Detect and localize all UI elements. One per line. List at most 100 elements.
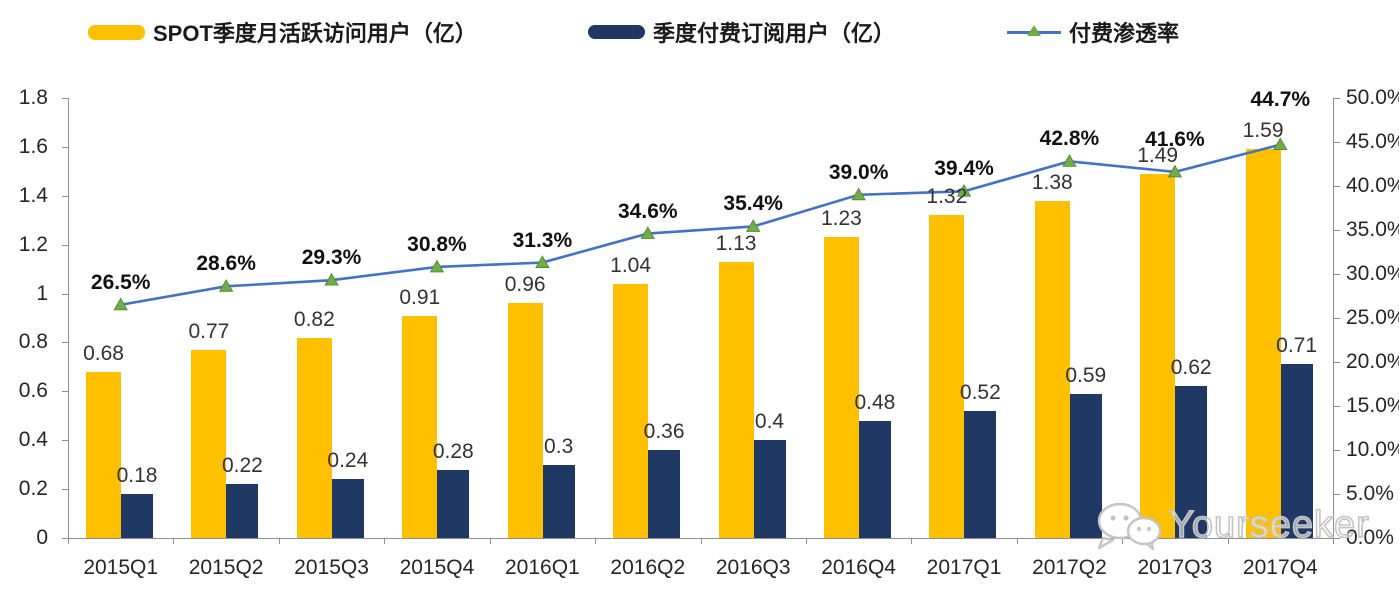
legend-label-mau: SPOT季度月活跃访问用户（亿） xyxy=(153,21,477,46)
triangle-marker-icon xyxy=(218,279,234,292)
x-axis-category-label: 2017Q3 xyxy=(1137,556,1213,579)
right-axis-tick xyxy=(1334,318,1340,319)
mau-bar xyxy=(296,337,332,538)
subscribers-value-label: 0.62 xyxy=(1170,356,1212,380)
subscribers-value-label: 0.52 xyxy=(959,380,1001,404)
triangle-marker-icon xyxy=(1027,25,1041,36)
right-axis-line xyxy=(1333,98,1334,538)
right-axis-tick xyxy=(1334,450,1340,451)
mau-value-label: 1.13 xyxy=(715,231,757,255)
subscribers-bar xyxy=(121,494,153,538)
subscribers-bar xyxy=(964,410,997,538)
x-axis-tick xyxy=(700,538,702,544)
right-axis-tick-label: 5.0% xyxy=(1346,482,1394,505)
x-axis-tick xyxy=(1016,538,1018,544)
left-axis-tick-label: 0.8 xyxy=(18,330,48,354)
subscribers-bar xyxy=(753,440,786,538)
x-axis-category-label: 2016Q3 xyxy=(715,556,791,579)
mau-bar xyxy=(613,283,649,538)
legend-item-mau: SPOT季度月活跃访问用户（亿） xyxy=(88,18,477,46)
left-axis-tick xyxy=(62,244,68,246)
penetration-rate-label: 41.6% xyxy=(1145,127,1205,151)
mau-value-label: 1.59 xyxy=(1242,119,1284,143)
right-axis-tick-label: 20.0% xyxy=(1346,350,1399,373)
line-path xyxy=(120,143,1281,307)
mau-bar xyxy=(718,261,754,538)
penetration-rate-label: 34.6% xyxy=(618,199,678,223)
x-axis-tick xyxy=(1122,538,1124,544)
x-axis-category-label: 2016Q1 xyxy=(505,556,580,579)
right-axis-tick-label: 35.0% xyxy=(1346,218,1399,241)
x-axis-category-label: 2016Q2 xyxy=(610,556,686,579)
x-axis-tick xyxy=(489,538,491,544)
left-axis-tick xyxy=(62,195,68,197)
right-axis-tick-label: 40.0% xyxy=(1346,174,1399,197)
mau-value-label: 1.32 xyxy=(926,185,968,209)
x-axis-category-label: 2017Q2 xyxy=(1032,556,1107,579)
left-axis-tick-label: 0.6 xyxy=(18,379,48,403)
x-axis-category-label: 2015Q3 xyxy=(294,556,369,579)
subscribers-bar xyxy=(331,479,364,538)
x-axis-tick xyxy=(384,538,386,544)
right-axis-tick-label: 10.0% xyxy=(1346,438,1399,461)
penetration-rate-label: 29.3% xyxy=(301,246,362,270)
mau-bar xyxy=(191,349,227,538)
penetration-rate-label: 42.8% xyxy=(1039,127,1100,151)
triangle-marker-icon xyxy=(324,272,339,286)
mau-value-label: 0.96 xyxy=(504,273,546,297)
right-axis-tick xyxy=(1334,230,1340,231)
triangle-marker-icon xyxy=(1062,154,1077,167)
right-axis-tick-label: 25.0% xyxy=(1346,306,1399,329)
right-axis-tick xyxy=(1334,494,1340,495)
x-axis-tick xyxy=(1227,538,1229,544)
penetration-rate-label: 39.0% xyxy=(828,160,889,184)
left-axis-tick xyxy=(62,342,68,344)
x-axis-category-label: 2015Q2 xyxy=(188,556,264,579)
x-axis-category-label: 2017Q4 xyxy=(1242,556,1318,579)
watermark-text: Yourseeker xyxy=(1168,503,1370,547)
triangle-marker-icon xyxy=(113,297,128,311)
mau-bar-swatch-icon xyxy=(88,24,145,40)
subscribers-bar xyxy=(1175,386,1208,538)
subscribers-value-label: 0.71 xyxy=(1276,334,1318,358)
watermark: Yourseeker xyxy=(1093,498,1370,552)
mau-bar xyxy=(402,315,438,538)
triangle-marker-icon xyxy=(746,219,761,232)
penetration-rate-label: 30.8% xyxy=(407,232,467,256)
left-axis-tick-label: 0.4 xyxy=(18,428,48,452)
subscribers-value-label: 0.3 xyxy=(544,434,574,458)
right-axis-tick-label: 30.0% xyxy=(1346,262,1399,285)
penetration-rate-label: 28.6% xyxy=(196,252,256,276)
subscribers-value-label: 0.28 xyxy=(432,439,474,463)
right-axis-tick-label: 0.0% xyxy=(1346,526,1394,549)
subscribers-bar xyxy=(542,464,575,538)
right-axis-tick-label: 15.0% xyxy=(1346,394,1399,417)
legend-item-penetration: 付费渗透率 xyxy=(1007,18,1179,46)
x-axis-tick xyxy=(911,538,913,544)
subscribers-bar xyxy=(1069,393,1102,538)
left-axis-line xyxy=(68,98,69,538)
left-axis-tick-label: 0.2 xyxy=(18,477,48,501)
penetration-line-swatch-icon xyxy=(1007,22,1061,42)
left-axis-tick-label: 1.6 xyxy=(18,134,48,158)
legend-label-subscribers: 季度付费订阅用户（亿） xyxy=(653,21,896,46)
x-axis-tick xyxy=(278,538,280,544)
legend-label-penetration: 付费渗透率 xyxy=(1069,21,1180,46)
x-axis-tick xyxy=(805,538,807,544)
left-axis-tick xyxy=(62,98,68,99)
subscribers-value-label: 0.36 xyxy=(643,420,685,443)
x-axis-category-label: 2016Q4 xyxy=(821,556,896,579)
x-axis-tick xyxy=(68,538,69,544)
triangle-marker-icon xyxy=(535,255,550,268)
subscribers-bar xyxy=(858,420,891,538)
right-axis-tick-label: 45.0% xyxy=(1346,130,1399,153)
legend-item-subscribers: 季度付费订阅用户（亿） xyxy=(588,18,895,46)
right-axis-tick xyxy=(1334,186,1340,187)
wechat-icon xyxy=(1097,502,1162,551)
subscribers-value-label: 0.24 xyxy=(327,449,369,473)
subscribers-value-label: 0.18 xyxy=(116,464,158,487)
triangle-marker-icon xyxy=(640,226,655,239)
right-axis-tick xyxy=(1334,98,1340,99)
subscribers-bar xyxy=(226,484,259,538)
